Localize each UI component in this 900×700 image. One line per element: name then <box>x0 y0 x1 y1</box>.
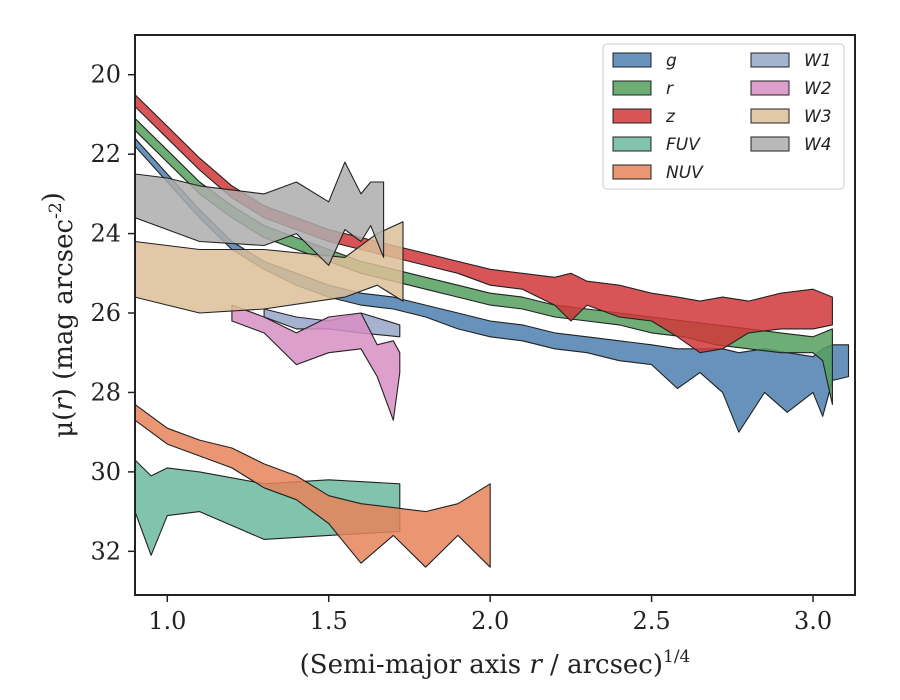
y-tick-label: 28 <box>90 378 121 406</box>
legend-label-nuv: NUV <box>666 163 704 183</box>
legend-swatch-nuv <box>612 164 652 180</box>
x-tick-label: 2.0 <box>471 607 509 635</box>
y-tick-label: 22 <box>90 140 121 168</box>
legend-swatch-g <box>612 52 652 68</box>
y-tick-label: 30 <box>90 458 121 486</box>
x-tick-label: 2.5 <box>633 607 671 635</box>
legend-label-w3: W3 <box>804 107 832 127</box>
legend-swatch-z <box>612 108 652 124</box>
band-w3 <box>135 221 404 314</box>
legend-swatch-w3 <box>750 108 790 124</box>
y-axis-ticks: 20 22 24 26 28 30 32 <box>90 61 135 565</box>
x-tick-label: 1.5 <box>310 607 348 635</box>
legend: grz FUV NUV W1 W2 W3 W4 <box>602 43 845 190</box>
band-nuv <box>135 403 491 568</box>
band-g <box>135 137 850 433</box>
legend-label-g: g <box>666 51 677 71</box>
x-tick-label: 3.0 <box>794 607 832 635</box>
legend-label-z: z <box>665 107 676 127</box>
data-bands <box>135 94 850 568</box>
x-axis-ticks: 1.0 1.5 2.0 2.5 3.0 <box>148 595 832 635</box>
legend-swatch-w2 <box>750 80 790 96</box>
y-tick-label: 20 <box>90 61 121 89</box>
legend-label-r: r <box>666 79 674 99</box>
plot-frame <box>134 34 856 596</box>
legend-box <box>602 43 845 190</box>
legend-label-w2: W2 <box>804 79 832 99</box>
x-axis-label: (Semi-major axis r / arcsec)1/4 <box>300 647 691 680</box>
band-w4 <box>135 161 385 266</box>
legend-swatch-w1 <box>750 52 790 68</box>
legend-swatch-r <box>612 80 652 96</box>
legend-label-fuv: FUV <box>666 135 701 155</box>
y-tick-label: 32 <box>90 537 121 565</box>
x-tick-label: 1.0 <box>148 607 186 635</box>
legend-swatch-w4 <box>750 136 790 152</box>
legend-label-w1: W1 <box>804 51 832 71</box>
y-tick-label: 24 <box>90 220 121 248</box>
legend-swatch-fuv <box>612 136 652 152</box>
legend-label-w4: W4 <box>804 135 832 155</box>
y-tick-label: 26 <box>90 299 121 327</box>
band-w2 <box>231 304 401 421</box>
y-axis-label: μ(r) (mag arcsec-2) <box>38 192 79 438</box>
